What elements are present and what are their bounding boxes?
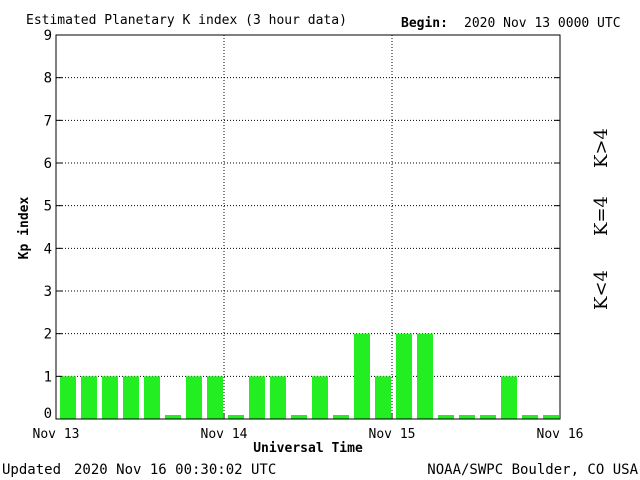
kp-bar	[291, 415, 307, 419]
kp-bar	[228, 415, 244, 419]
kp-bar	[543, 415, 559, 419]
x-axis-label: Universal Time	[253, 441, 363, 456]
kp-bar	[354, 333, 370, 419]
y-tick-label: 2	[44, 327, 52, 343]
y-tick-label: 5	[44, 199, 52, 215]
x-tick-label: Nov 15	[369, 427, 416, 442]
kp-bar	[417, 333, 433, 419]
kp-bar	[123, 376, 139, 419]
kp-bar	[501, 376, 517, 419]
kp-bar	[144, 376, 160, 419]
plot-area: 0 1 2 3 4 5 6 7 8 9 Nov 13 Nov 14 Nov 15 Nov 16	[33, 28, 584, 442]
begin-value: 2020 Nov 13 0000 UTC	[464, 16, 621, 31]
y-tick-label: 0	[44, 406, 52, 422]
chart-title: Estimated Planetary K index (3 hour data…	[26, 13, 347, 28]
kp-bar	[459, 415, 475, 419]
kp-bar	[207, 376, 223, 419]
y-tick-label: 8	[44, 71, 52, 87]
source-credit: NOAA/SWPC Boulder, CO USA	[427, 462, 638, 478]
kp-bar	[81, 376, 97, 419]
legend-k-equal-4: K=4	[591, 196, 612, 236]
x-tick-label: Nov 13	[33, 427, 80, 442]
y-tick-label: 3	[44, 284, 52, 300]
kp-bar	[438, 415, 454, 419]
kp-bar	[375, 376, 391, 419]
kp-bar	[270, 376, 286, 419]
kp-bar	[522, 415, 538, 419]
kp-bar	[396, 333, 412, 419]
y-tick-label: 7	[44, 113, 52, 129]
legend-k-less-4: K<4	[591, 270, 612, 310]
y-tick-label: 6	[44, 156, 52, 172]
kp-bar	[249, 376, 265, 419]
updated-value: 2020 Nov 16 00:30:02 UTC	[74, 462, 276, 478]
begin-label: Begin:	[401, 16, 448, 31]
kp-bar	[60, 376, 76, 419]
kp-bar	[333, 415, 349, 419]
updated-label: Updated	[2, 462, 61, 478]
kp-bar	[165, 415, 181, 419]
kp-bar	[102, 376, 118, 419]
y-tick-label: 1	[44, 369, 52, 385]
y-axis-label: Kp index	[17, 197, 32, 260]
kp-bar	[186, 376, 202, 419]
legend-k-greater-4: K>4	[591, 128, 612, 168]
kp-bar	[312, 376, 328, 419]
plot-border	[55, 34, 561, 420]
x-tick-label: Nov 16	[537, 427, 584, 442]
x-tick-label: Nov 14	[201, 427, 248, 442]
y-tick-label: 4	[44, 241, 52, 257]
kp-bar	[480, 415, 496, 419]
y-tick-label: 9	[44, 28, 52, 44]
